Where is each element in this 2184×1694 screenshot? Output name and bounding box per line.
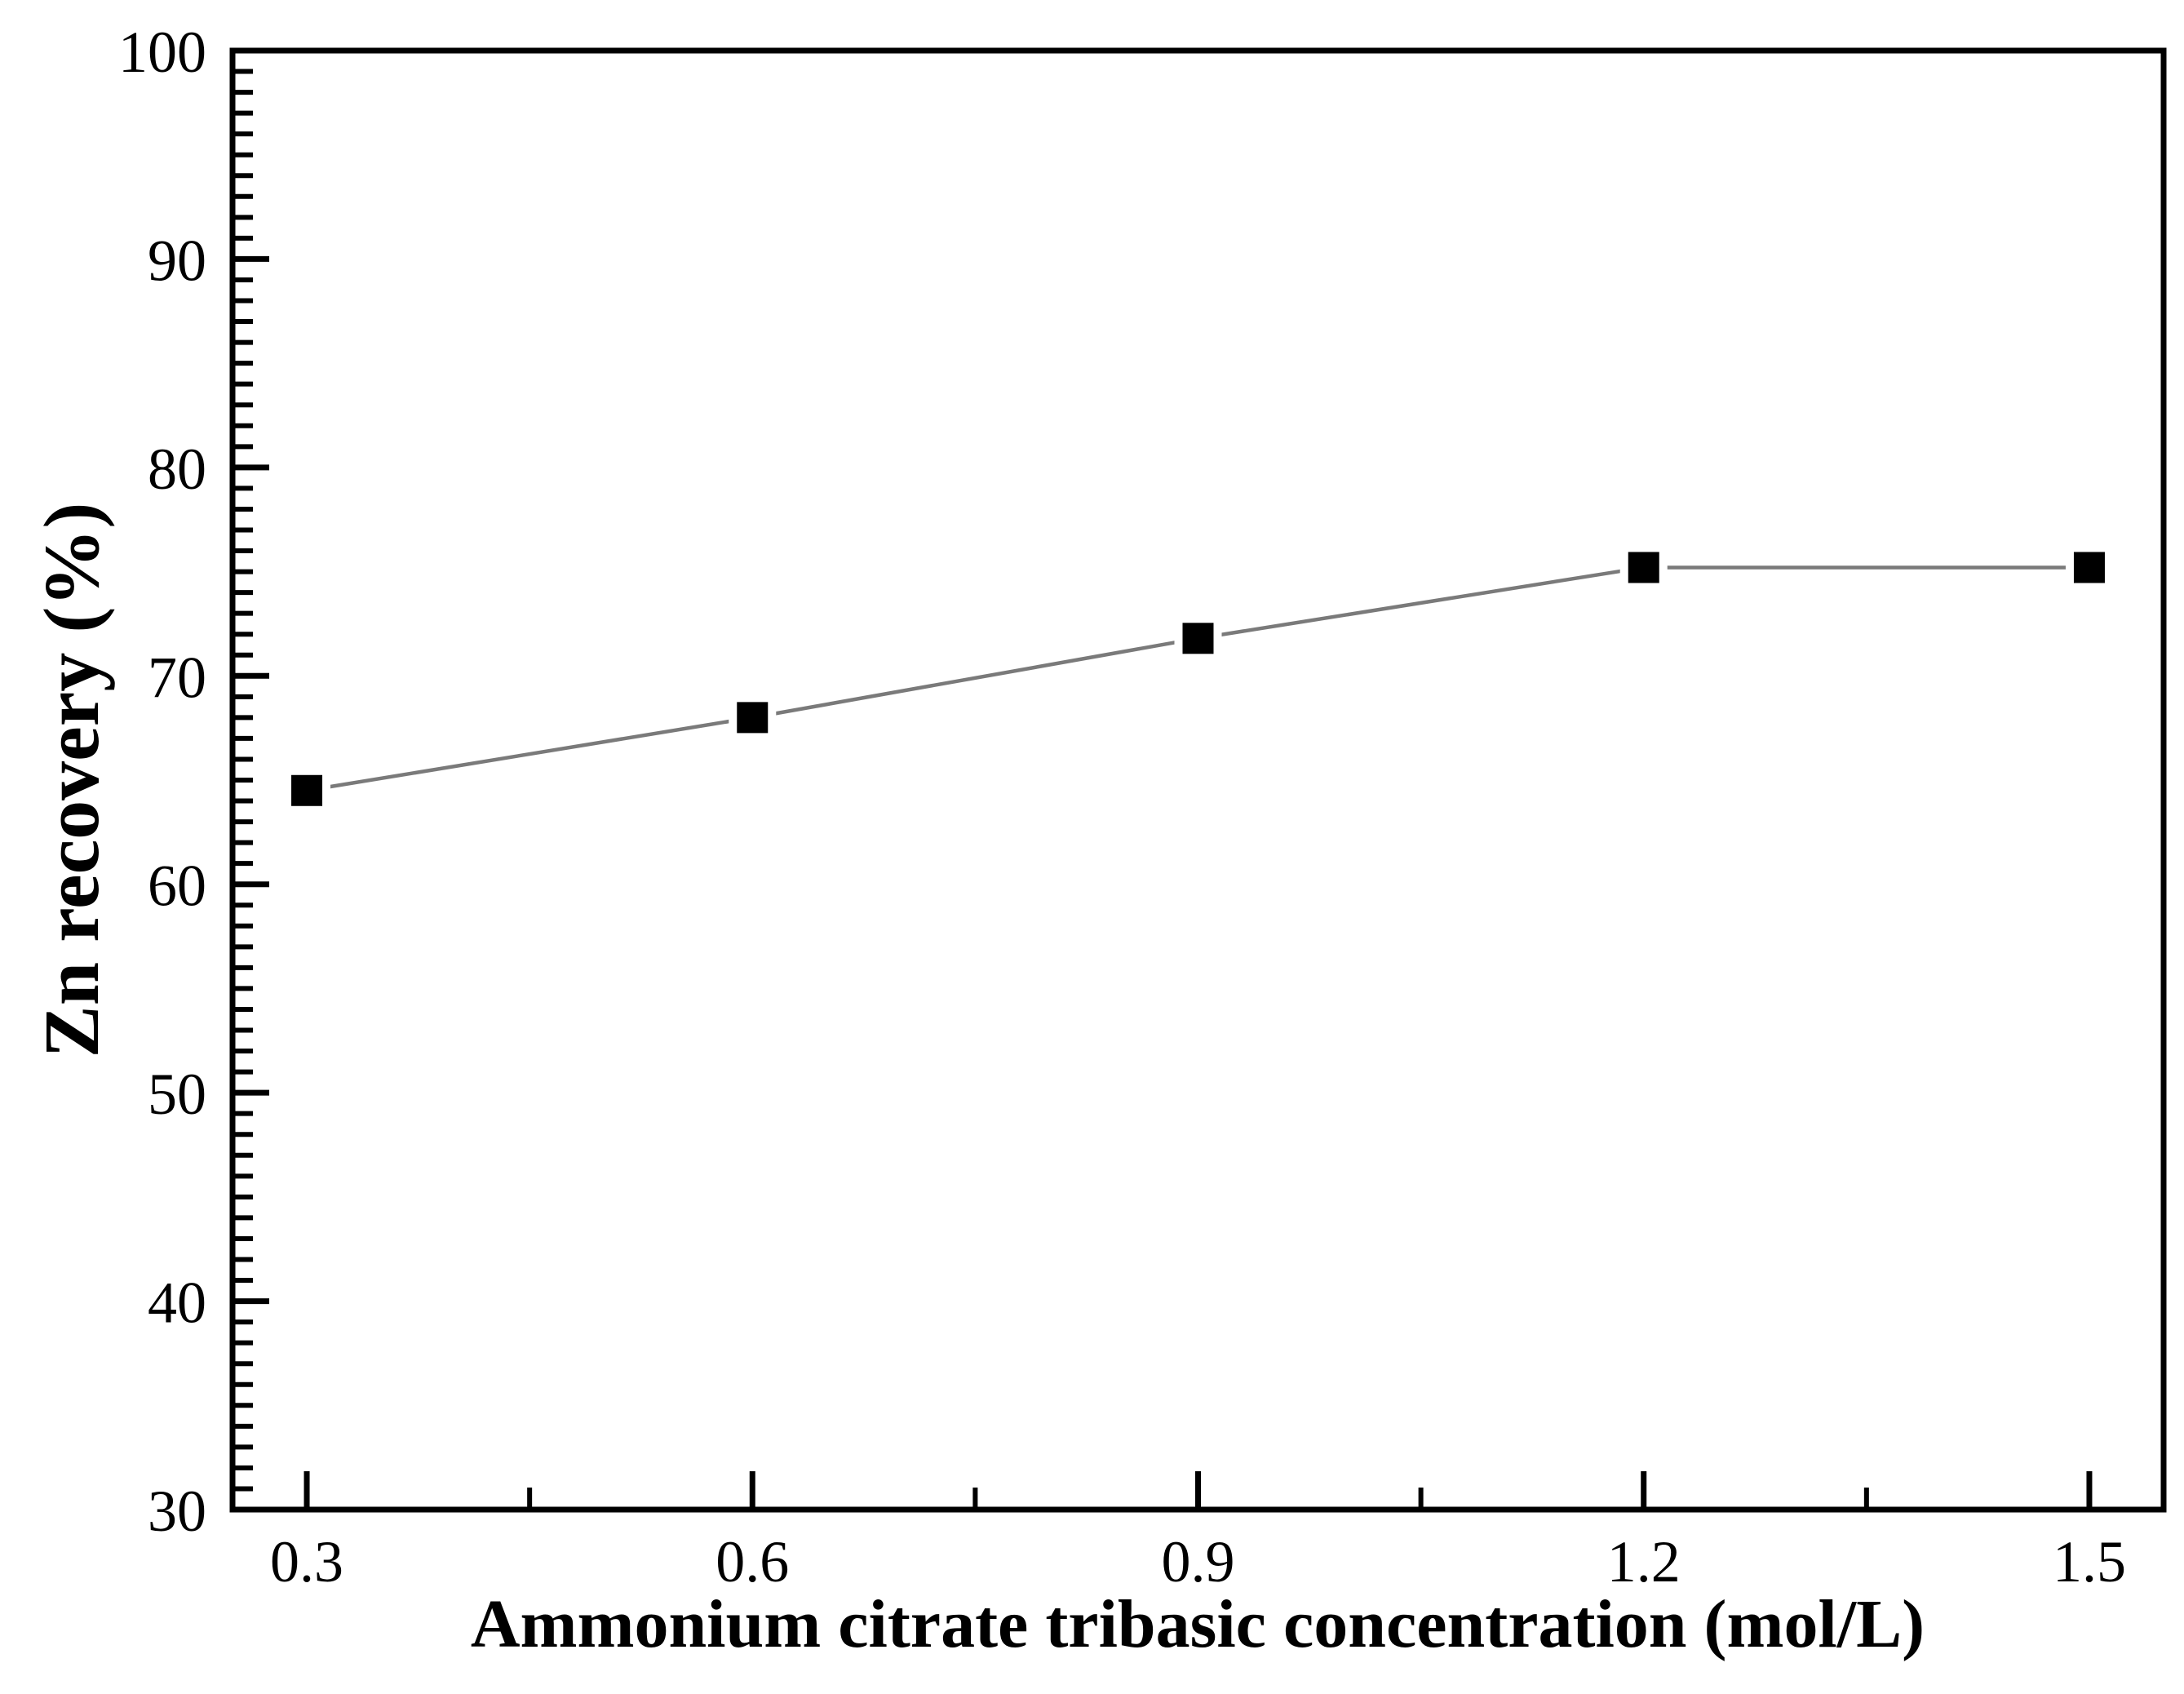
data-point-marker [2073,552,2105,583]
x-axis-tick-label: 0.6 [715,1529,789,1594]
y-axis-tick-label: 80 [148,437,206,502]
chart-generated-group: 30 40 50 60 70 80 90 100 0.3 0.6 0.9 1.2 1.5 [118,20,2167,1594]
data-point-marker [737,702,769,734]
x-axis-tick-label: 0.9 [1162,1529,1235,1594]
x-axis-title: Ammonium citrate tribasic concentration … [471,1586,1925,1662]
y-axis-tick-label: 30 [148,1479,206,1544]
x-axis-tick-label: 1.5 [2053,1529,2126,1594]
x-axis-tick-label: 1.2 [1607,1529,1681,1594]
y-axis-tick-label: 90 [148,228,206,293]
plot-frame [229,47,2167,1513]
series-line [306,565,2089,792]
data-point-marker [1628,552,1659,583]
data-point-marker [1182,623,1214,654]
y-axis-tick-label: 70 [148,645,206,710]
data-point-marker [291,774,323,806]
y-axis-tick-label: 50 [148,1062,206,1127]
y-axis-title: Zn recovery (%) [28,503,115,1058]
y-axis-tick-label: 100 [118,20,206,85]
y-axis-tick-label: 60 [148,854,206,919]
y-axis-tick-label: 40 [148,1270,206,1336]
x-axis-tick-label: 0.3 [270,1529,343,1594]
